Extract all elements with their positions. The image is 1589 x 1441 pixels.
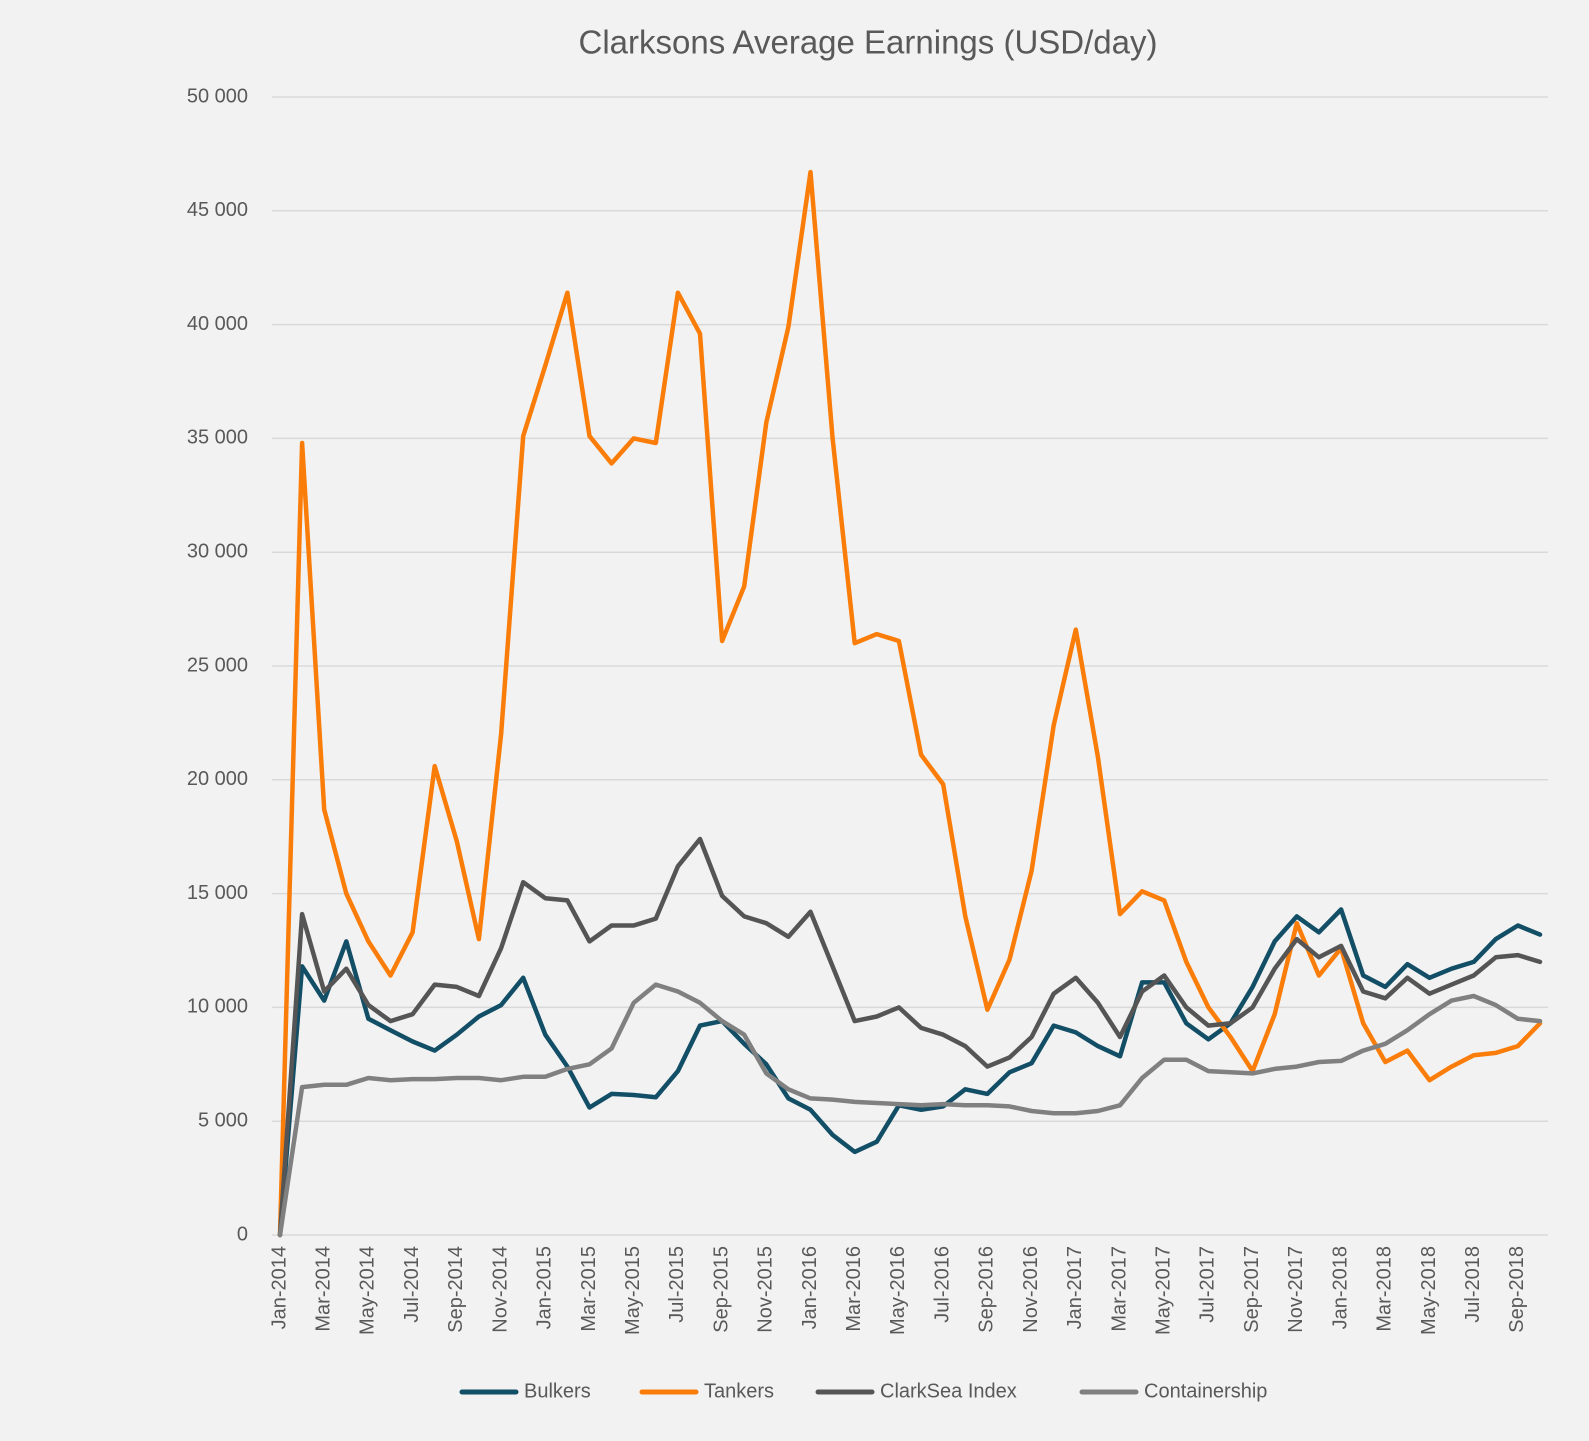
- x-tick-label: Jul-2016: [931, 1246, 953, 1323]
- x-tick-label: Jul-2015: [666, 1246, 688, 1323]
- x-tick-label: May-2016: [887, 1246, 909, 1335]
- x-tick-label: Mar-2015: [578, 1246, 600, 1332]
- x-tick-label: May-2018: [1418, 1246, 1440, 1335]
- x-tick-label: Sep-2017: [1241, 1246, 1263, 1333]
- x-tick-label: Sep-2014: [445, 1246, 467, 1333]
- x-tick-label: May-2014: [357, 1246, 379, 1335]
- y-tick-label: 35 000: [187, 427, 248, 449]
- y-tick-label: 45 000: [187, 199, 248, 221]
- x-tick-label: Jan-2015: [534, 1246, 556, 1329]
- x-tick-label: Sep-2016: [976, 1246, 998, 1333]
- y-tick-label: 40 000: [187, 313, 248, 335]
- x-tick-label: Jan-2016: [799, 1246, 821, 1329]
- x-tick-label: Jul-2014: [401, 1246, 423, 1323]
- y-tick-label: 50 000: [187, 85, 248, 107]
- x-tick-label: May-2015: [622, 1246, 644, 1335]
- x-tick-label: Mar-2016: [843, 1246, 865, 1332]
- x-tick-label: Jan-2018: [1329, 1246, 1351, 1329]
- series-line: [277, 907, 1543, 1238]
- y-tick-label: 25 000: [187, 654, 248, 676]
- x-tick-label: May-2017: [1152, 1246, 1174, 1335]
- x-tick-label: Sep-2018: [1506, 1246, 1528, 1333]
- x-tick-label: Nov-2015: [755, 1246, 777, 1333]
- series-line: [277, 982, 1543, 1238]
- x-tick-label: Mar-2017: [1108, 1246, 1130, 1332]
- y-tick-label: 15 000: [187, 882, 248, 904]
- chart-title: Clarksons Average Earnings (USD/day): [579, 24, 1158, 61]
- y-tick-label: 20 000: [187, 768, 248, 790]
- x-tick-label: Jan-2014: [268, 1246, 290, 1329]
- x-tick-label: Sep-2015: [710, 1246, 732, 1333]
- x-tick-label: Jul-2018: [1462, 1246, 1484, 1323]
- series-line: [277, 169, 1543, 1238]
- x-tick-label: Nov-2016: [1020, 1246, 1042, 1333]
- x-tick-label: Nov-2014: [489, 1246, 511, 1333]
- y-tick-label: 10 000: [187, 996, 248, 1018]
- x-tick-label: Mar-2014: [312, 1246, 334, 1332]
- x-tick-label: Mar-2018: [1374, 1246, 1396, 1332]
- y-tick-label: 0: [237, 1223, 248, 1245]
- y-tick-label: 5 000: [198, 1109, 248, 1131]
- x-tick-label: Jul-2017: [1197, 1246, 1219, 1323]
- x-tick-label: Jan-2017: [1064, 1246, 1086, 1329]
- legend-label: Containership: [1144, 1380, 1267, 1402]
- y-tick-label: 30 000: [187, 540, 248, 562]
- legend-label: ClarkSea Index: [880, 1380, 1017, 1402]
- legend-label: Bulkers: [524, 1380, 591, 1402]
- series-line: [277, 836, 1543, 1238]
- x-tick-label: Nov-2017: [1285, 1246, 1307, 1333]
- legend-label: Tankers: [704, 1380, 774, 1402]
